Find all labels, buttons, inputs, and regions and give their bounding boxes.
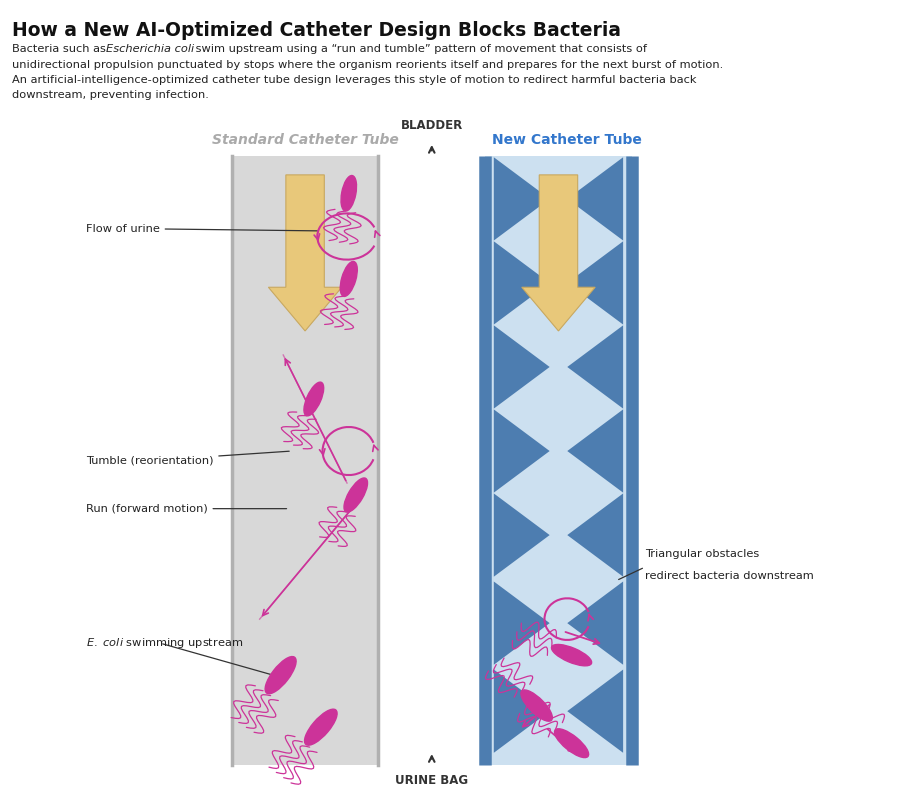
Text: downstream, preventing infection.: downstream, preventing infection. — [12, 90, 209, 100]
Ellipse shape — [304, 709, 338, 746]
Text: BLADDER: BLADDER — [400, 119, 463, 132]
Polygon shape — [567, 493, 623, 577]
Text: Tumble (reorientation): Tumble (reorientation) — [86, 451, 289, 466]
Polygon shape — [494, 670, 550, 753]
Polygon shape — [567, 326, 623, 409]
Polygon shape — [522, 175, 595, 331]
Ellipse shape — [266, 657, 296, 694]
Text: Flow of urine: Flow of urine — [86, 223, 318, 234]
Ellipse shape — [552, 645, 591, 666]
Text: Standard Catheter Tube: Standard Catheter Tube — [212, 133, 399, 147]
Text: $\it{E.\ coli}$ swimming upstream: $\it{E.\ coli}$ swimming upstream — [86, 636, 243, 650]
Text: URINE BAG: URINE BAG — [395, 775, 468, 787]
Polygon shape — [567, 670, 623, 753]
Polygon shape — [567, 241, 623, 325]
Polygon shape — [567, 157, 623, 240]
Text: An artificial-intelligence-optimized catheter tube design leverages this style o: An artificial-intelligence-optimized cat… — [12, 75, 696, 85]
Polygon shape — [494, 581, 550, 665]
Ellipse shape — [554, 729, 589, 758]
Text: redirect bacteria downstream: redirect bacteria downstream — [645, 571, 814, 581]
Polygon shape — [268, 175, 342, 331]
Bar — [231, 156, 379, 765]
Bar — [485, 156, 632, 765]
Ellipse shape — [341, 176, 356, 211]
Text: Escherichia coli: Escherichia coli — [106, 44, 194, 54]
Ellipse shape — [304, 382, 324, 416]
Text: Triangular obstacles: Triangular obstacles — [645, 549, 760, 559]
Text: Run (forward motion): Run (forward motion) — [86, 504, 286, 513]
Polygon shape — [494, 241, 550, 325]
Text: New Catheter Tube: New Catheter Tube — [492, 133, 642, 147]
Ellipse shape — [344, 478, 367, 512]
Text: Bacteria such as: Bacteria such as — [12, 44, 109, 54]
Polygon shape — [567, 409, 623, 492]
Ellipse shape — [521, 690, 553, 721]
Polygon shape — [494, 157, 550, 240]
Polygon shape — [494, 409, 550, 492]
Text: How a New AI-Optimized Catheter Design Blocks Bacteria: How a New AI-Optimized Catheter Design B… — [12, 21, 620, 40]
Polygon shape — [494, 493, 550, 577]
Text: swim upstream using a “run and tumble” pattern of movement that consists of: swim upstream using a “run and tumble” p… — [192, 44, 647, 54]
Polygon shape — [567, 581, 623, 665]
Polygon shape — [494, 326, 550, 409]
Ellipse shape — [340, 261, 357, 297]
Text: unidirectional propulsion punctuated by stops where the organism reorients itsel: unidirectional propulsion punctuated by … — [12, 60, 723, 69]
